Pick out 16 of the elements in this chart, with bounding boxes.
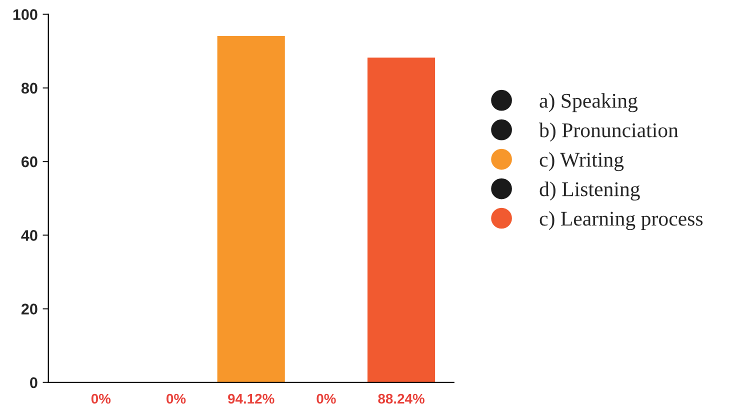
data-label: 0% [316,394,336,404]
data-label: 0% [166,394,186,404]
legend-label: d) Listening [540,182,640,201]
y-tick-label: 40 [21,230,38,241]
legend-label: b) Pronunciation [539,122,678,142]
y-tick-label: 80 [21,82,38,94]
y-tick-label: 20 [21,304,38,314]
legend-label: c) Writing [540,152,624,172]
data-label: 94.12% [228,394,274,404]
legend-label: c) Learning process [540,211,703,230]
y-tick-label: 0 [30,377,38,388]
data-label: 0% [91,394,111,404]
legend-label: a) Speaking [540,93,638,112]
y-tick-label: 60 [22,156,38,168]
data-label: 88.24% [378,394,424,404]
y-tick-label: 100 [13,9,38,20]
